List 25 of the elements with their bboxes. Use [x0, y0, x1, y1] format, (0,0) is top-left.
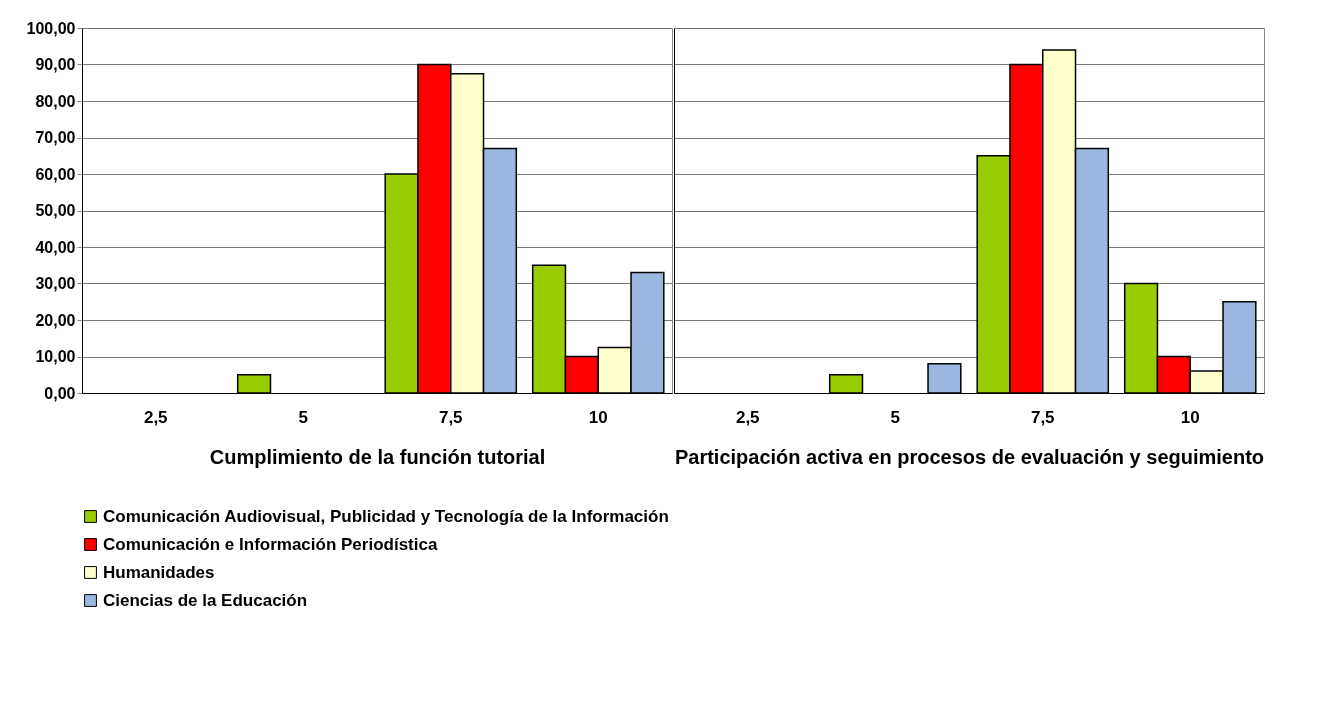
x-tick-label: 2,5 [143, 407, 168, 427]
y-tick-label: 40,00 [35, 238, 76, 256]
x-tick-label: 5 [890, 407, 900, 427]
legend-label: Humanidades [103, 562, 215, 582]
x-tick-label: 7,5 [1030, 407, 1055, 427]
x-axis-title: Participación activa en procesos de evaluación y seguimiento [674, 445, 1265, 468]
x-axis-title: Cumplimiento de la función tutorial [209, 445, 546, 468]
y-tick-label: 90,00 [35, 56, 76, 73]
legend-label: Comunicación Audiovisual, Publicidad y Tecnología de la Información [103, 506, 669, 526]
x-tick-label: 2,5 [735, 407, 760, 427]
legend-label: Ciencias de la Educación [103, 590, 308, 610]
y-tick-label: 70,00 [35, 129, 76, 146]
legend-label: Comunicación e Información Periodística [103, 534, 438, 554]
y-tick-label: 80,00 [35, 92, 76, 110]
y-tick-label: 30,00 [35, 275, 76, 292]
x-tick-label: 5 [298, 407, 308, 427]
y-tick-label: 0,00 [44, 384, 76, 402]
x-tick-label: 7,5 [438, 407, 463, 427]
y-tick-label: 20,00 [35, 311, 76, 329]
y-tick-label: 50,00 [35, 202, 76, 219]
x-tick-label: 10 [1180, 407, 1200, 427]
x-tick-label: 10 [588, 407, 608, 427]
y-tick-label: 100,00 [26, 19, 76, 37]
y-tick-label: 60,00 [35, 165, 76, 183]
y-tick-label: 10,00 [35, 348, 76, 365]
